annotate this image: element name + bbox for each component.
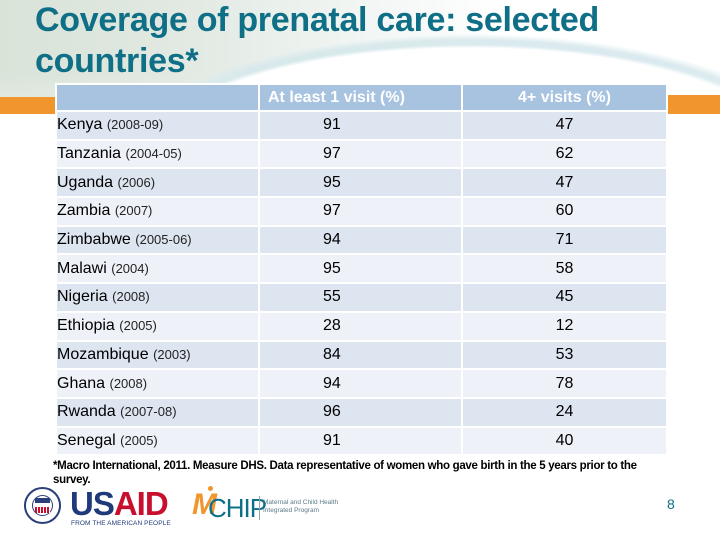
usaid-seal-icon bbox=[24, 487, 61, 524]
country-cell: Mozambique (2003) bbox=[55, 339, 260, 371]
survey-years: (2008-09) bbox=[106, 117, 164, 133]
table-row: Ghana (2008) 94 78 bbox=[55, 368, 668, 399]
at-least-1-visit-value: 91 bbox=[258, 110, 463, 141]
table-row: Ethiopia (2005) 28 12 bbox=[55, 310, 668, 342]
country-name: Kenya bbox=[57, 116, 103, 134]
usaid-tagline: FROM THE AMERICAN PEOPLE bbox=[71, 520, 171, 527]
header-country bbox=[55, 83, 260, 112]
at-least-1-visit-value: 94 bbox=[258, 224, 463, 256]
country-cell: Nigeria (2008) bbox=[55, 282, 260, 313]
usaid-wordmark: USAID bbox=[70, 485, 169, 522]
at-least-1-visit-value: 28 bbox=[258, 310, 463, 342]
country-cell: Ghana (2008) bbox=[55, 368, 260, 399]
at-least-1-visit-value: 97 bbox=[258, 196, 463, 227]
4plus-visits-value: 40 bbox=[461, 425, 668, 457]
accent-bar-left bbox=[0, 97, 55, 114]
survey-years: (2008) bbox=[112, 289, 150, 305]
country-name: Zimbabwe bbox=[57, 231, 131, 249]
mchip-mark: M bbox=[192, 488, 217, 521]
4plus-visits-value: 60 bbox=[461, 196, 668, 227]
country-cell: Zimbabwe (2005-06) bbox=[55, 224, 260, 256]
country-cell: Tanzania (2004-05) bbox=[55, 138, 260, 170]
survey-years: (2005) bbox=[120, 432, 158, 448]
usaid-logo: USAID FROM THE AMERICAN PEOPLE bbox=[24, 485, 171, 529]
country-cell: Zambia (2007) bbox=[55, 196, 260, 227]
country-name: Uganda bbox=[57, 173, 114, 191]
mchip-wordmark: CHIP bbox=[208, 493, 267, 523]
table-header-row: At least 1 visit (%) 4+ visits (%) bbox=[55, 83, 668, 112]
country-cell: Uganda (2006) bbox=[55, 167, 260, 199]
table-row: Tanzania (2004-05) 97 62 bbox=[55, 138, 668, 170]
table-row: Senegal (2005) 91 40 bbox=[55, 425, 668, 457]
slide-title: Coverage of prenatal care: selected coun… bbox=[35, 1, 599, 80]
4plus-visits-value: 45 bbox=[461, 282, 668, 313]
country-cell: Rwanda (2007-08) bbox=[55, 396, 260, 428]
table-row: Uganda (2006) 95 47 bbox=[55, 167, 668, 199]
survey-years: (2005) bbox=[119, 318, 157, 334]
table-row: Zimbabwe (2005-06) 94 71 bbox=[55, 224, 668, 256]
country-cell: Senegal (2005) bbox=[55, 425, 260, 457]
table-row: Malawi (2004) 95 58 bbox=[55, 253, 668, 285]
table-row: Rwanda (2007-08) 96 24 bbox=[55, 396, 668, 428]
survey-years: (2007) bbox=[114, 203, 153, 219]
at-least-1-visit-value: 55 bbox=[258, 282, 463, 313]
survey-years: (2006) bbox=[117, 174, 156, 190]
mchip-figure-icon bbox=[208, 486, 213, 491]
mchip-tagline: Maternal and Child Health Integrated Pro… bbox=[263, 499, 339, 514]
country-cell: Malawi (2004) bbox=[55, 253, 260, 285]
footnote: *Macro International, 2011. Measure DHS.… bbox=[53, 460, 637, 486]
at-least-1-visit-value: 84 bbox=[258, 339, 463, 371]
country-name: Ethiopia bbox=[57, 317, 115, 335]
accent-bar-right bbox=[667, 95, 720, 114]
table-row: Mozambique (2003) 84 53 bbox=[55, 339, 668, 371]
mchip-divider bbox=[259, 496, 260, 520]
page-number: 8 bbox=[667, 496, 675, 512]
country-name: Nigeria bbox=[57, 288, 108, 306]
survey-years: (2004) bbox=[111, 260, 149, 276]
country-cell: Ethiopia (2005) bbox=[55, 310, 260, 342]
4plus-visits-value: 62 bbox=[461, 138, 668, 170]
4plus-visits-value: 12 bbox=[461, 310, 668, 342]
at-least-1-visit-value: 95 bbox=[258, 167, 463, 199]
at-least-1-visit-value: 97 bbox=[258, 138, 463, 170]
country-name: Mozambique bbox=[57, 345, 149, 363]
survey-years: (2004-05) bbox=[125, 146, 182, 162]
country-cell: Kenya (2008-09) bbox=[55, 110, 260, 141]
table-row: Kenya (2008-09) 91 47 bbox=[55, 110, 668, 141]
country-name: Malawi bbox=[57, 259, 107, 277]
at-least-1-visit-value: 96 bbox=[258, 396, 463, 428]
at-least-1-visit-value: 91 bbox=[258, 425, 463, 457]
4plus-visits-value: 47 bbox=[461, 110, 668, 141]
at-least-1-visit-value: 95 bbox=[258, 253, 463, 285]
prenatal-care-table: At least 1 visit (%) 4+ visits (%) Kenya… bbox=[55, 83, 668, 457]
table-row: Zambia (2007) 97 60 bbox=[55, 196, 668, 227]
table-row: Nigeria (2008) 55 45 bbox=[55, 282, 668, 313]
country-name: Tanzania bbox=[57, 145, 122, 163]
survey-years: (2007-08) bbox=[120, 404, 177, 420]
country-name: Rwanda bbox=[57, 403, 116, 421]
4plus-visits-value: 58 bbox=[461, 253, 668, 285]
4plus-visits-value: 78 bbox=[461, 368, 668, 399]
4plus-visits-value: 24 bbox=[461, 396, 668, 428]
4plus-visits-value: 47 bbox=[461, 167, 668, 199]
at-least-1-visit-value: 94 bbox=[258, 368, 463, 399]
header-at-least-1-visit: At least 1 visit (%) bbox=[258, 83, 463, 112]
4plus-visits-value: 71 bbox=[461, 224, 668, 256]
mchip-logo: M CHIP Maternal and Child Health Integra… bbox=[192, 486, 342, 526]
survey-years: (2008) bbox=[109, 375, 148, 391]
survey-years: (2005-06) bbox=[135, 232, 192, 248]
country-name: Zambia bbox=[57, 202, 111, 220]
survey-years: (2003) bbox=[153, 346, 191, 362]
4plus-visits-value: 53 bbox=[461, 339, 668, 371]
header-4plus-visits: 4+ visits (%) bbox=[461, 83, 668, 112]
country-name: Senegal bbox=[57, 431, 116, 449]
country-name: Ghana bbox=[57, 374, 106, 392]
